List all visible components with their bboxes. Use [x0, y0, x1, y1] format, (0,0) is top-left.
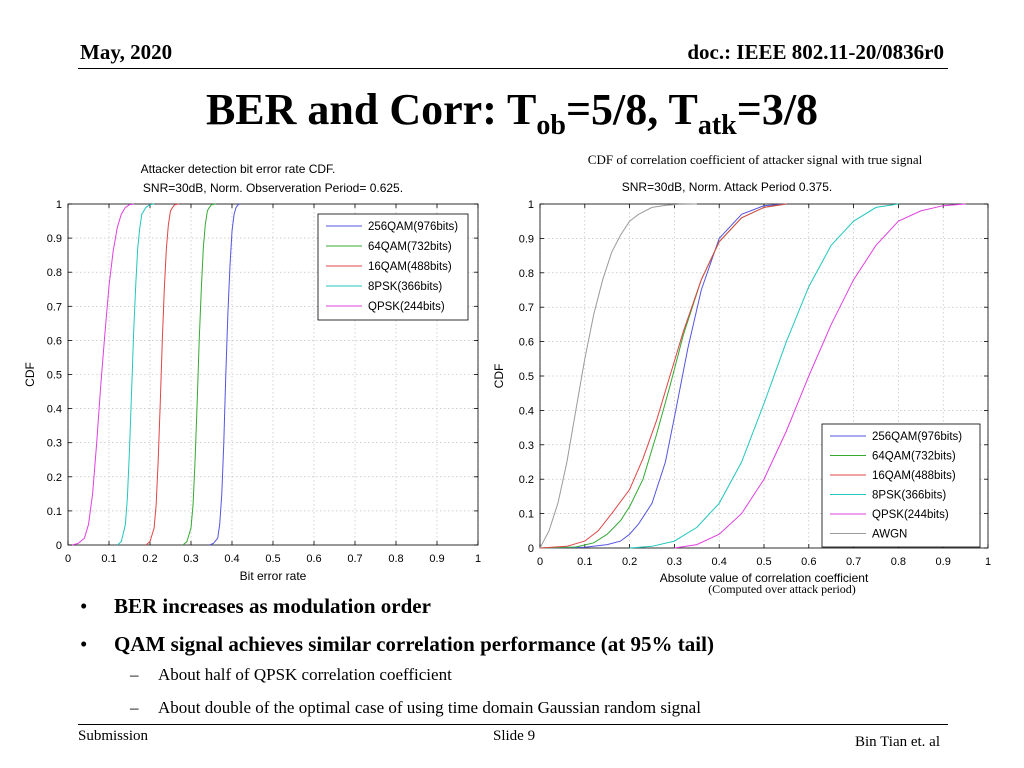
footer-author: Bin Tian et. al	[854, 734, 940, 750]
footer-submission: Submission	[78, 728, 149, 744]
chart1-x-tick-label: 1	[475, 553, 481, 565]
chart1-y-tick-label: 0.2	[47, 472, 62, 484]
chart1-x-tick-label: 0.2	[142, 553, 157, 565]
chart2-legend-label-1: 256QAM(976bits)	[872, 431, 962, 443]
chart2-y-tick-label: 0.7	[519, 302, 534, 314]
header-doc-id: doc.: IEEE 802.11-20/0836r0	[687, 40, 944, 64]
chart1-subtitle: SNR=30dB, Norm. Observeration Period= 0.…	[143, 181, 403, 195]
chart1-y-tick-label: 0.6	[47, 335, 62, 347]
chart2-y-tick-label: 0.2	[519, 474, 534, 486]
bullet-marker: •	[80, 632, 88, 656]
chart1-legend-box	[317, 213, 469, 321]
slide-title: BER and Corr: Tob=5/8, Tatk=3/8	[205, 85, 819, 141]
chart2-legend-label-5: QPSK(244bits)	[872, 509, 949, 521]
bullet-2: • QAM signal achieves similar correlation…	[80, 632, 714, 656]
chart2-x-axis-label: Absolute value of correlation coefficien…	[660, 571, 869, 585]
chart2-x-tick-label: 0.4	[712, 556, 727, 568]
chart1-y-tick-label: 0.8	[47, 267, 62, 279]
chart2-x-tick-label: 0.3	[667, 556, 682, 568]
chart2-y-tick-label: 0.4	[519, 405, 534, 417]
chart2-y-tick-label: 0.9	[519, 233, 534, 245]
chart1-legend-label-4: 8PSK(366bits)	[368, 281, 442, 293]
chart2-series-line-3	[539, 203, 787, 549]
chart1-legend-label-3: 16QAM(488bits)	[368, 261, 452, 273]
chart2-y-tick-label: 0.6	[519, 337, 534, 349]
chart1-x-tick-label: 0.9	[429, 553, 444, 565]
chart1-y-tick-label: 0.3	[47, 438, 62, 450]
chart2-y-tick-label: 1	[528, 199, 534, 211]
chart2-legend-label-6: AWGN	[872, 529, 907, 541]
chart2-y-tick-label: 0.3	[519, 440, 534, 452]
chart2-legend-label-3: 16QAM(488bits)	[872, 470, 956, 482]
footer-rule	[78, 724, 948, 725]
bullet-1: • BER increases as modulation order	[80, 594, 431, 618]
chart2-series-line-5	[674, 203, 966, 549]
chart1-x-tick-label: 0.3	[183, 553, 198, 565]
chart1-legend-label-2: 64QAM(732bits)	[368, 241, 452, 253]
chart1-legend-label-1: 256QAM(976bits)	[368, 221, 458, 233]
chart2-x-tick-label: 0	[537, 556, 543, 568]
bullet-marker: •	[80, 594, 88, 618]
header-date: May, 2020	[80, 40, 173, 64]
chart2-series-line-4	[629, 203, 899, 549]
chart1-title: Attacker detection bit error rate CDF.	[141, 162, 336, 176]
chart2-subtitle: SNR=30dB, Norm. Attack Period 0.375.	[622, 180, 832, 194]
chart1-series-line-2	[182, 203, 216, 546]
chart2-series-line-6	[539, 203, 697, 549]
sub-bullet-marker: –	[130, 665, 139, 684]
chart2-x-tick-label: 0.2	[622, 556, 637, 568]
chart1-y-tick-label: 0.1	[47, 506, 62, 518]
chart2-x-tick-label: 0.5	[756, 556, 771, 568]
chart2-legend-label-4: 8PSK(366bits)	[872, 490, 946, 502]
chart2-y-axis-label: CDF	[492, 364, 506, 389]
chart1-y-tick-label: 0.9	[47, 233, 62, 245]
chart2-x-tick-label: 0.6	[801, 556, 816, 568]
chart1-series-line-3	[145, 203, 179, 546]
chart1-y-tick-label: 1	[56, 199, 62, 211]
chart1-series-line-4	[116, 203, 155, 546]
chart1-y-tick-label: 0	[56, 540, 62, 552]
chart1-y-axis-label: CDF	[23, 362, 37, 387]
chart2-x-tick-label: 0.8	[891, 556, 906, 568]
chart1-y-tick-label: 0.7	[47, 301, 62, 313]
chart2-x-tick-label: 0.7	[846, 556, 861, 568]
chart1-x-tick-label: 0.1	[101, 553, 116, 565]
chart2-series-line-1	[539, 203, 787, 549]
chart1-x-tick-label: 0.7	[347, 553, 362, 565]
chart2-y-tick-label: 0.5	[519, 371, 534, 383]
chart2-title: CDF of correlation coefficient of attack…	[588, 152, 923, 167]
chart1-legend-label-5: QPSK(244bits)	[368, 301, 445, 313]
chart2-y-tick-label: 0	[528, 543, 534, 555]
chart1-series-line-5	[71, 203, 134, 546]
sub-bullet-marker: –	[130, 698, 139, 717]
chart1-x-tick-label: 0.4	[224, 553, 239, 565]
chart2-y-tick-label: 0.1	[519, 509, 534, 521]
chart1-series-line-1	[209, 203, 241, 546]
chart2-x-tick-label: 0.9	[936, 556, 951, 568]
chart1-x-tick-label: 0.8	[388, 553, 403, 565]
chart1-y-tick-label: 0.5	[47, 370, 62, 382]
sub-bullet-1: – About half of QPSK correlation coeffici…	[130, 665, 452, 684]
chart1-x-tick-label: 0.5	[265, 553, 280, 565]
footer-slide-number: Slide 9	[493, 728, 536, 744]
chart1-x-axis-label: Bit error rate	[240, 569, 307, 583]
chart2-legend-box	[821, 423, 981, 548]
chart2-legend-label-2: 64QAM(732bits)	[872, 451, 956, 463]
sub-bullet-2: – About double of the optimal case of usi…	[130, 698, 701, 717]
chart2-x-tick-label: 0.1	[577, 556, 592, 568]
chart2-x-axis-note: (Computed over attack period)	[708, 582, 856, 596]
chart1-x-tick-label: 0	[65, 553, 71, 565]
chart1-y-tick-label: 0.4	[47, 404, 62, 416]
chart1-x-tick-label: 0.6	[306, 553, 321, 565]
chart2-x-tick-label: 1	[985, 556, 991, 568]
header-rule	[78, 68, 948, 69]
chart2-y-tick-label: 0.8	[519, 268, 534, 280]
